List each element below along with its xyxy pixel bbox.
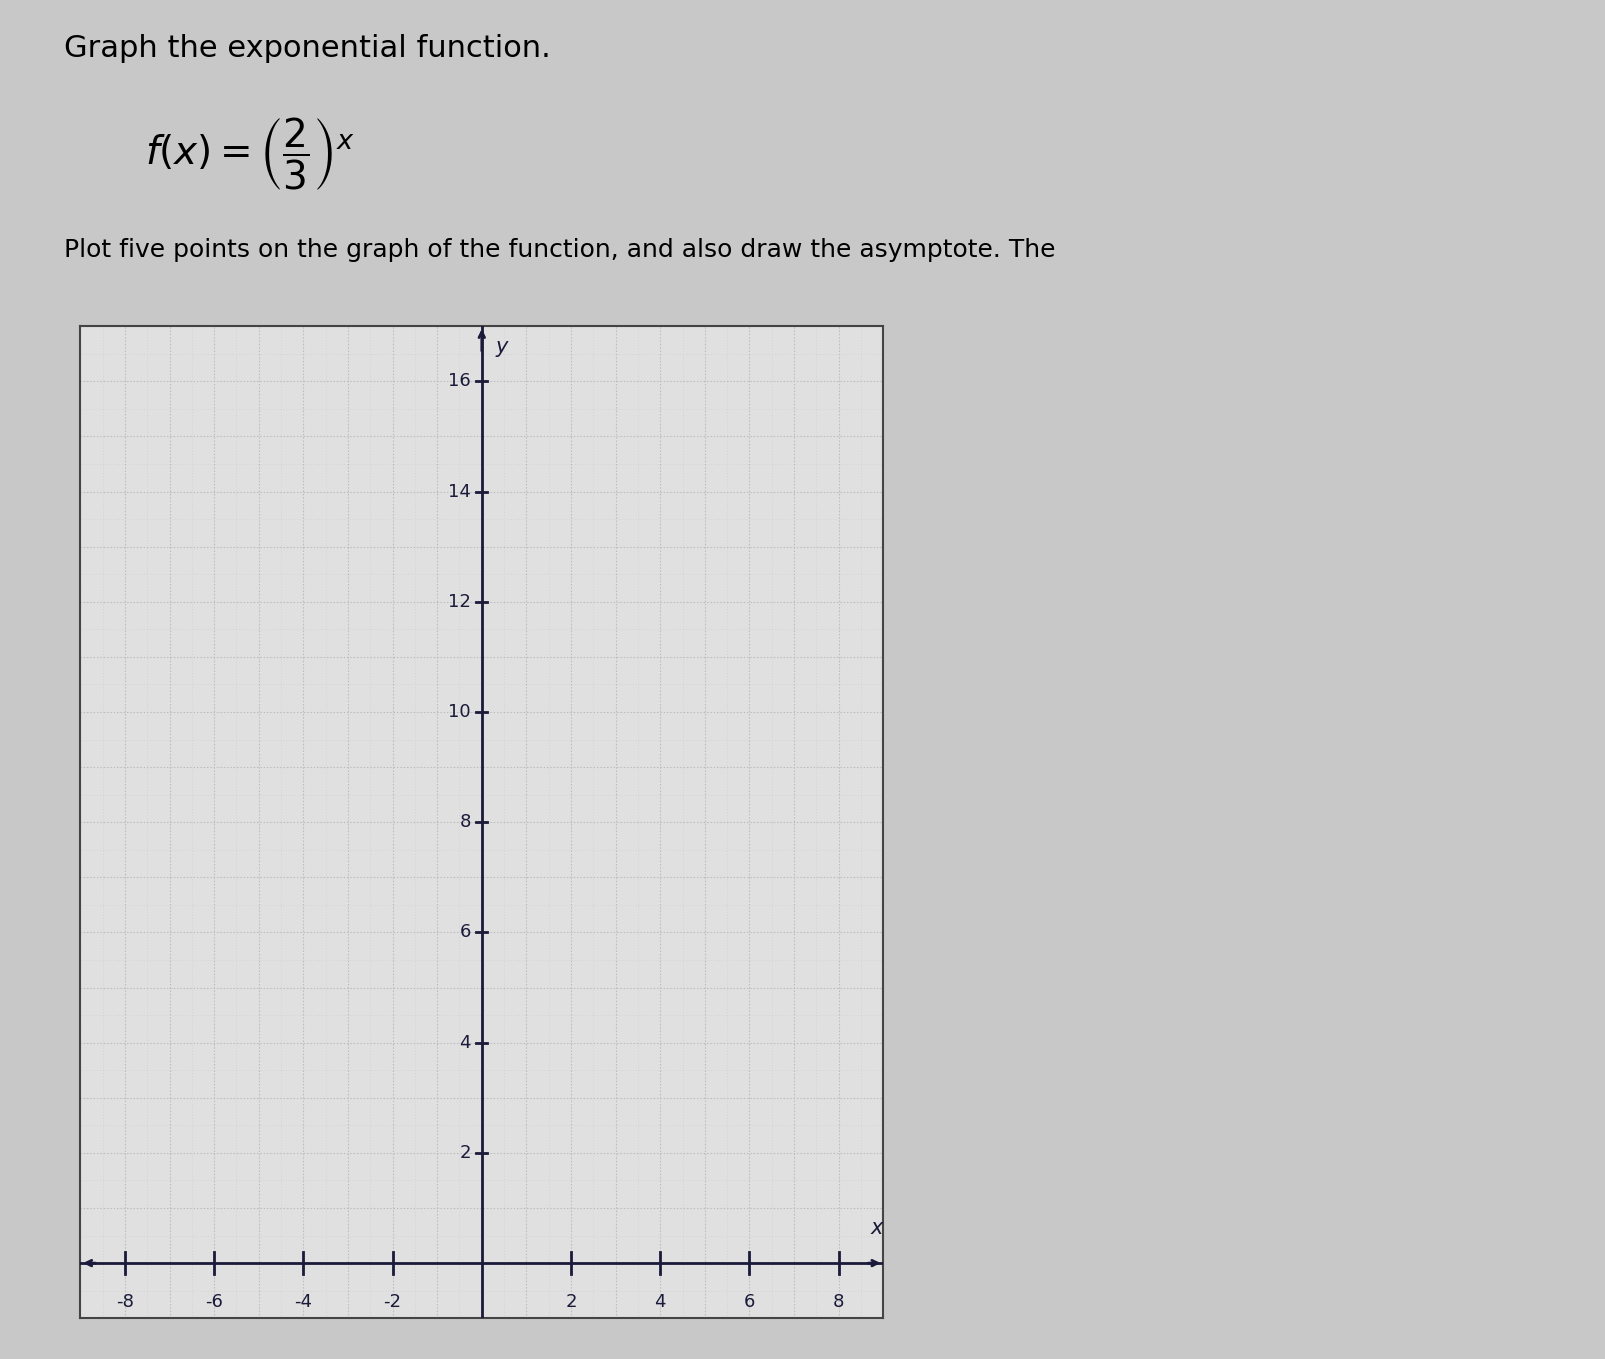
Text: 2: 2 [459,1144,470,1162]
Text: 8: 8 [459,813,470,832]
Text: -6: -6 [205,1294,223,1311]
Text: -4: -4 [294,1294,311,1311]
Text: 4: 4 [459,1034,470,1052]
Text: 2: 2 [565,1294,576,1311]
Text: 4: 4 [655,1294,666,1311]
Text: Graph the exponential function.: Graph the exponential function. [64,34,551,63]
Text: 6: 6 [743,1294,754,1311]
Text: 12: 12 [448,593,470,610]
Text: 6: 6 [459,923,470,942]
Text: y: y [494,337,507,357]
Text: x: x [870,1218,883,1238]
Text: 14: 14 [448,482,470,500]
Text: $f(x)=\left(\dfrac{2}{3}\right)^{x}$: $f(x)=\left(\dfrac{2}{3}\right)^{x}$ [144,116,355,193]
Text: -8: -8 [116,1294,133,1311]
Text: Plot five points on the graph of the function, and also draw the asymptote. The: Plot five points on the graph of the fun… [64,238,1054,262]
Text: -2: -2 [384,1294,401,1311]
Text: 8: 8 [833,1294,844,1311]
Text: 16: 16 [448,372,470,390]
Text: 10: 10 [448,703,470,722]
